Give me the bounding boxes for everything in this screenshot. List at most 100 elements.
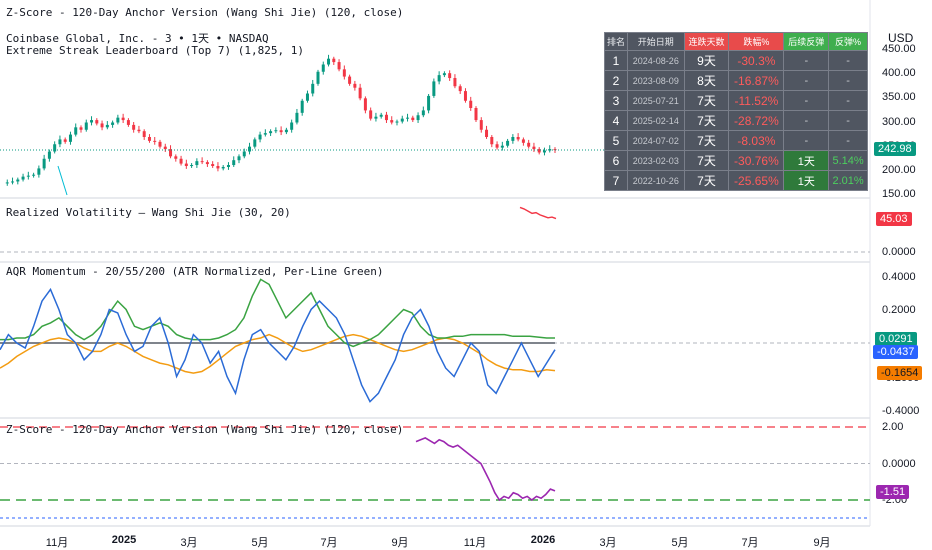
leaderboard-row: 1 2024-08-26 9天 -30.3% - - [604,50,868,71]
candle-body [279,130,283,133]
leaderboard-row: 4 2025-02-14 7天 -28.72% - - [604,110,868,131]
leaderboard-header-row: 排名 开始日期 连跌天数 跌幅% 后续反弹 反弹% [604,32,868,51]
candle-body [379,114,383,117]
candle-body [105,124,109,128]
rebound-cell: - [783,50,830,71]
leaderboard-row: 6 2023-02-03 7天 -30.76% 1天 5.14% [604,150,868,171]
momentum-title[interactable]: AQR Momentum - 20/55/200 (ATR Normalized… [6,265,384,278]
candle-body [442,73,446,76]
candle-body [453,78,457,87]
candle-body [274,130,278,132]
time-axis-label: 11月 [45,537,69,549]
candle-body [406,117,410,119]
momentum-fast-tag: -0.0437 [873,345,919,359]
candle-body [348,76,352,84]
leaderboard-indicator-title[interactable]: Extreme Streak Leaderboard (Top 7) (1,82… [6,44,305,57]
rank-cell: 5 [604,130,628,151]
candle-body [437,75,441,82]
last-price-tag: 242.98 [874,142,916,156]
rebound-pct-cell: - [828,70,868,91]
candle-body [363,98,367,111]
candle-body [300,100,304,113]
candle-body [169,149,173,157]
candle-body [332,58,336,63]
streak-days-cell: 7天 [683,170,730,191]
start-date-cell: 2025-07-21 [626,90,685,111]
top-indicator-title: Z-Score - 120-Day Anchor Version (Wang S… [6,6,404,19]
time-axis-label: 5月 [671,537,689,549]
header-streak-days: 连跌天数 [683,32,730,51]
candle-body [384,114,388,121]
candle-body [284,129,288,133]
rebound-cell: 1天 [783,170,830,191]
candle-body [485,129,489,137]
candle-body [500,145,504,148]
rebound-cell: - [783,130,830,151]
currency-label: USD [888,31,914,45]
zscore-axis-label: 0.0000 [882,458,916,470]
candle-body [474,108,478,121]
start-date-cell: 2024-08-26 [626,50,685,71]
start-date-cell: 2023-02-03 [626,150,685,171]
candle-body [290,122,294,130]
candle-body [211,164,215,166]
candle-body [116,117,120,123]
candle-body [390,120,394,123]
candle-body [316,71,320,84]
rebound-cell: - [783,70,830,91]
rank-cell: 7 [604,170,628,191]
candle-body [232,160,236,166]
time-axis-label: 9月 [813,537,831,549]
drop-pct-cell: -11.52% [728,90,785,111]
candle-body [269,131,273,134]
candle-body [242,151,246,157]
zscore-title[interactable]: Z-Score - 120-Day Anchor Version (Wang S… [6,423,404,436]
time-axis-label: 7月 [741,537,759,549]
volatility-line [519,206,557,220]
candle-body [411,117,415,121]
candle-body [516,137,520,140]
rebound-pct-cell: - [828,110,868,131]
zscore-line [415,437,556,502]
candle-body [400,118,404,122]
streak-days-cell: 8天 [683,70,730,91]
candle-body [5,182,9,184]
candle-body [537,149,541,153]
candle-body [337,62,341,70]
streak-days-cell: 7天 [683,130,730,151]
momentum-fast-line [0,287,556,403]
candle-body [490,137,494,145]
price-axis-label: 200.00 [882,163,916,176]
candle-body [190,165,194,167]
candle-body [448,73,452,79]
time-axis-label: 3月 [599,537,617,549]
symbol-title[interactable]: Coinbase Global, Inc. - 3 • 1天 • NASDAQ [6,32,269,45]
rank-cell: 3 [604,90,628,111]
header-rebound: 后续反弹 [783,32,830,51]
candle-body [248,146,252,152]
momentum-axis-label: -0.4000 [882,405,920,417]
price-axis-label: 150.00 [882,188,916,200]
rebound-cell: - [783,90,830,111]
candle-body [100,123,104,128]
candle-body [495,144,499,148]
candle-body [458,86,462,92]
volatility-title[interactable]: Realized Volatility — Wang Shi Jie (30, … [6,206,291,219]
header-drop-pct: 跌幅% [728,32,785,51]
volatility-value-tag: 45.03 [876,212,912,226]
candle-body [479,120,483,130]
drop-pct-cell: -16.87% [728,70,785,91]
candle-body [421,110,425,116]
start-date-cell: 2022-10-26 [626,170,685,191]
candle-body [174,156,178,159]
candle-body [469,100,473,108]
candle-body [26,175,30,177]
candle-body [542,150,546,153]
candle-body [37,168,41,175]
candle-body [126,120,130,125]
candle-body [137,129,141,132]
candle-body [506,140,510,146]
candle-body [253,139,257,147]
time-axis-label: 5月 [251,537,269,549]
